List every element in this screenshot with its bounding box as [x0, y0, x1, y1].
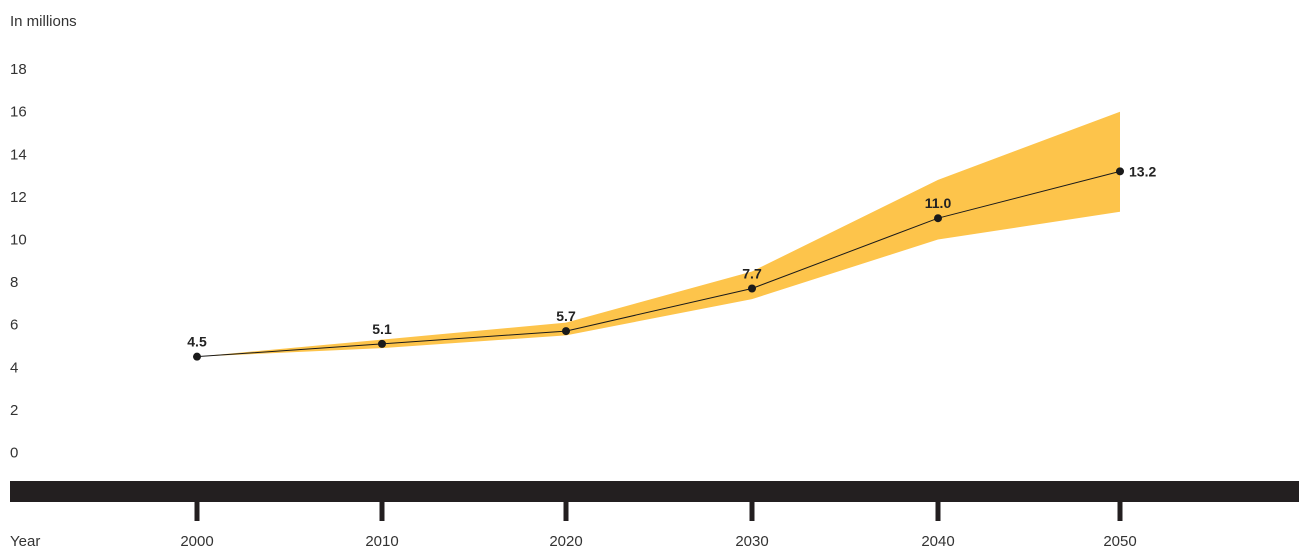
data-label: 4.5	[187, 334, 207, 350]
data-point	[378, 339, 386, 348]
y-tick-label: 8	[10, 274, 18, 291]
y-tick-label: 16	[10, 104, 27, 121]
y-axis-ticks: 0 2 4 6 8 10 12 14 16 18	[10, 61, 27, 461]
uncertainty-band	[197, 111, 1120, 357]
data-label: 11.0	[925, 195, 952, 211]
data-point	[934, 214, 942, 223]
x-tick-mark	[194, 500, 200, 521]
data-label: 7.7	[742, 265, 762, 281]
data-label: 5.7	[556, 308, 576, 324]
series-line	[196, 170, 1121, 358]
x-axis-bar	[10, 481, 1299, 502]
data-label: 13.2	[1129, 163, 1156, 179]
y-tick-label: 4	[10, 359, 18, 376]
x-tick-mark	[563, 500, 569, 521]
data-point	[193, 352, 201, 361]
y-tick-label: 18	[10, 61, 27, 78]
x-tick-label: 2000	[180, 533, 213, 547]
data-point	[748, 284, 756, 293]
y-tick-label: 6	[10, 317, 18, 334]
x-tick-label: 2030	[735, 533, 768, 547]
x-tick-label: 2050	[1103, 533, 1136, 547]
y-tick-label: 12	[10, 189, 27, 206]
y-tick-label: 0	[10, 445, 18, 462]
y-tick-label: 10	[10, 232, 27, 249]
x-tick-mark	[935, 500, 941, 521]
x-tick-label: 2020	[549, 533, 582, 547]
data-label: 5.1	[372, 321, 392, 337]
x-tick-mark	[749, 500, 755, 521]
data-points	[193, 167, 1124, 361]
x-tick-mark	[1117, 500, 1123, 521]
x-tick-label: 2010	[365, 533, 398, 547]
y-tick-label: 14	[10, 146, 27, 163]
x-tick-mark	[379, 500, 385, 521]
data-point	[1116, 167, 1124, 176]
data-point	[562, 327, 570, 336]
x-axis-ticks: 2000 2010 2020 2030 2040 2050	[180, 500, 1137, 547]
y-tick-label: 2	[10, 402, 18, 419]
data-labels: 4.5 5.1 5.7 7.7 11.0 13.2	[187, 163, 1156, 349]
x-axis-label: Year	[10, 533, 40, 547]
unit-label: In millions	[10, 13, 77, 30]
x-tick-label: 2040	[921, 533, 954, 547]
